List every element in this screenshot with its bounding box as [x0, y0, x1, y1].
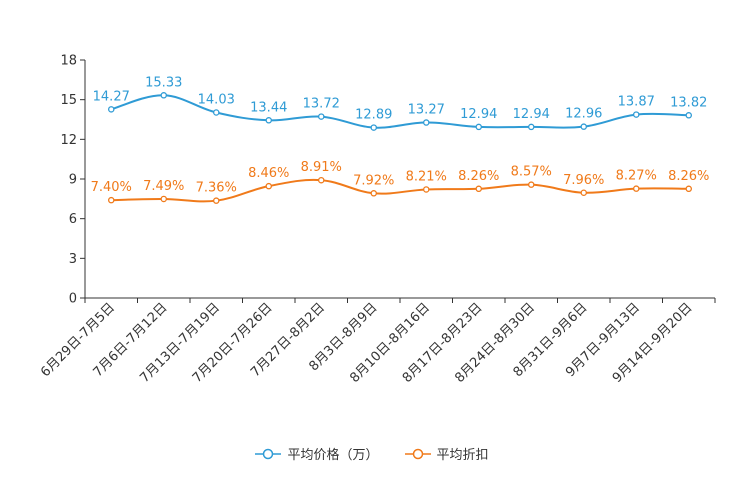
price-data-label: 13.27 [408, 103, 445, 118]
price-data-label: 13.72 [303, 97, 340, 112]
price-point [160, 92, 167, 99]
price-data-label: 13.87 [618, 95, 655, 110]
discount-point [370, 190, 377, 197]
discount-data-label: 8.46% [248, 166, 289, 181]
series-layer: 14.27 15.33 14.03 13.44 13.72 12.89 13.27 12.94… [91, 75, 709, 204]
y-tick-label: 18 [60, 54, 77, 69]
discount-point [108, 196, 115, 204]
discount-legend-icon [404, 448, 431, 459]
discount-point [265, 182, 272, 190]
discount-data-label: 7.36% [196, 181, 237, 196]
legend-label-discount: 平均折扣 [436, 448, 489, 463]
y-tick-label: 6 [69, 212, 77, 227]
legend-label-price: 平均价格（万） [287, 448, 379, 463]
discount-point [580, 189, 588, 197]
discount-point [317, 176, 325, 184]
price-point [317, 113, 325, 120]
price-point [370, 124, 377, 131]
price-data-label: 12.96 [565, 107, 602, 122]
discount-point [685, 185, 693, 193]
discount-data-label: 7.40% [91, 180, 132, 195]
discount-data-label: 7.96% [563, 173, 604, 188]
discount-data-label: 7.92% [353, 173, 394, 188]
discount-point [475, 185, 482, 193]
y-tick-label: 12 [60, 133, 77, 148]
discount-line [111, 178, 689, 203]
price-line [110, 94, 689, 129]
legend: 平均价格（万） 平均折扣 [0, 444, 744, 463]
legend-item-discount[interactable]: 平均折扣 [404, 444, 489, 463]
discount-data-label: 8.91% [301, 160, 342, 175]
series-price: 14.27 15.33 14.03 13.44 13.72 12.89 13.27 12.94… [93, 75, 707, 131]
discount-data-label: 8.26% [668, 169, 709, 184]
price-data-label: 13.82 [670, 95, 707, 110]
price-data-label: 15.33 [145, 75, 182, 90]
discount-point [528, 181, 535, 188]
discount-data-label: 8.27% [616, 169, 657, 184]
price-point [633, 111, 640, 118]
discount-data-label: 8.21% [406, 169, 447, 184]
y-axis: 0 3 6 9 12 15 18 [60, 54, 86, 307]
price-data-label: 13.44 [250, 100, 287, 115]
price-data-label: 12.94 [460, 107, 497, 122]
series-discount: 7.40% 7.49% 7.36% 8.46% 8.91% 7.92% 8.21% 8.26%… [91, 160, 709, 204]
price-point [212, 109, 220, 116]
discount-point [422, 186, 430, 193]
y-tick-label: 0 [69, 292, 77, 307]
price-point [580, 123, 588, 130]
discount-data-label: 8.57% [511, 165, 552, 180]
price-point [265, 117, 272, 124]
price-data-label: 14.03 [198, 92, 235, 107]
y-tick-label: 3 [69, 252, 77, 267]
x-axis: 6月29日-7月5日7月6日-7月12日7月13日-7月19日7月20日-7月2… [38, 297, 716, 386]
price-point [422, 119, 430, 126]
discount-data-label: 8.26% [458, 169, 499, 184]
discount-point [212, 197, 220, 204]
y-tick-label: 9 [69, 173, 77, 188]
price-point [108, 106, 115, 113]
price-point [475, 123, 482, 131]
discount-point [633, 185, 640, 192]
price-point [528, 123, 535, 131]
price-data-label: 12.89 [355, 108, 392, 123]
price-data-label: 14.27 [93, 89, 130, 104]
discount-point [160, 195, 167, 203]
price-data-label: 12.94 [513, 107, 550, 122]
discount-data-label: 7.49% [143, 179, 184, 194]
y-tick-label: 15 [60, 93, 77, 108]
price-legend-icon [255, 448, 282, 459]
price-point [685, 112, 693, 119]
legend-item-price[interactable]: 平均价格（万） [255, 444, 379, 463]
